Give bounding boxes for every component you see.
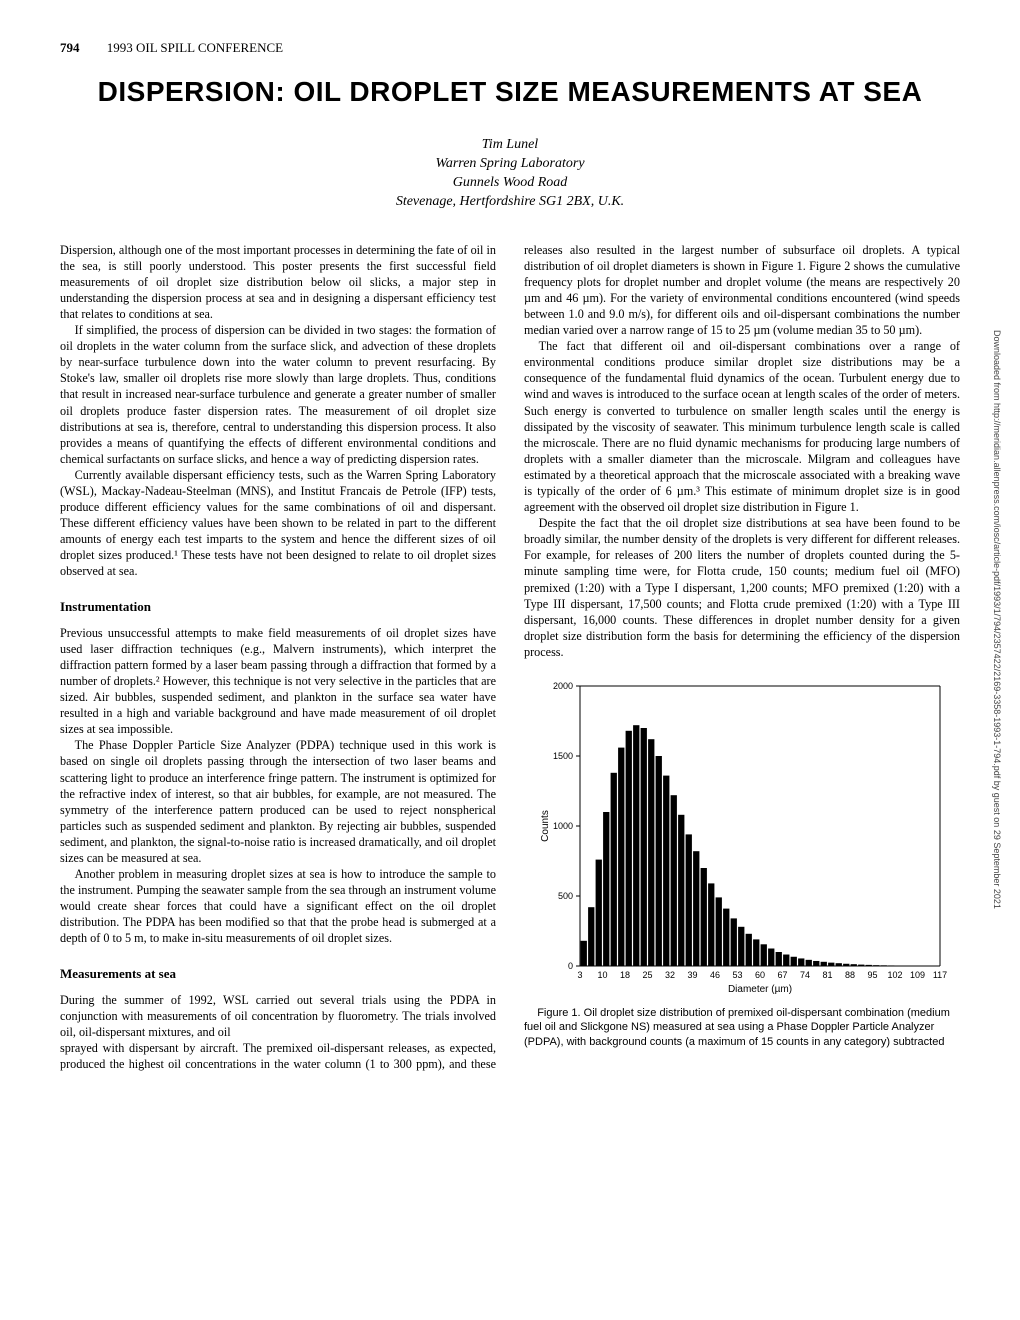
svg-text:10: 10 [597, 970, 607, 980]
svg-text:0: 0 [568, 961, 573, 971]
body-paragraph: Another problem in measuring droplet siz… [60, 866, 496, 946]
body-paragraph: The fact that different oil and oil-disp… [524, 338, 960, 515]
svg-text:3: 3 [577, 970, 582, 980]
paper-title: DISPERSION: OIL DROPLET SIZE MEASUREMENT… [60, 76, 960, 108]
svg-text:95: 95 [867, 970, 877, 980]
body-columns: Dispersion, although one of the most imp… [60, 242, 960, 1073]
figure-1-chart: 0 500 1000 1500 2000 Counts 3 10 18 25 32 39 46 53 60 6… [534, 676, 950, 1000]
running-header: 794 1993 OIL SPILL CONFERENCE [60, 40, 960, 56]
affiliation-line: Gunnels Wood Road [60, 174, 960, 193]
figure-1: 0 500 1000 1500 2000 Counts 3 10 18 25 32 39 46 53 60 6… [524, 676, 960, 1049]
svg-text:18: 18 [620, 970, 630, 980]
section-heading: Measurements at sea [60, 965, 496, 982]
svg-text:74: 74 [800, 970, 810, 980]
svg-text:39: 39 [687, 970, 697, 980]
affiliation-line: Stevenage, Hertfordshire SG1 2BX, U.K. [60, 193, 960, 212]
svg-text:25: 25 [642, 970, 652, 980]
page-number: 794 [60, 40, 80, 55]
byline-block: Tim Lunel Warren Spring Laboratory Gunne… [60, 136, 960, 212]
svg-text:500: 500 [558, 891, 573, 901]
affiliation-line: Warren Spring Laboratory [60, 155, 960, 174]
svg-text:46: 46 [710, 970, 720, 980]
body-paragraph: Despite the fact that the oil droplet si… [524, 515, 960, 660]
conference-name: 1993 OIL SPILL CONFERENCE [107, 40, 283, 55]
svg-text:53: 53 [732, 970, 742, 980]
svg-text:Diameter (µm): Diameter (µm) [728, 984, 792, 995]
svg-text:1500: 1500 [553, 751, 573, 761]
body-paragraph: Currently available dispersant efficienc… [60, 467, 496, 580]
svg-text:109: 109 [910, 970, 925, 980]
body-paragraph: If simplified, the process of dispersion… [60, 322, 496, 467]
svg-text:32: 32 [665, 970, 675, 980]
svg-text:102: 102 [887, 970, 902, 980]
svg-text:Counts: Counts [540, 810, 551, 842]
svg-text:117: 117 [933, 970, 947, 980]
svg-text:1000: 1000 [553, 821, 573, 831]
body-paragraph: Dispersion, although one of the most imp… [60, 242, 496, 322]
author-name: Tim Lunel [60, 136, 960, 155]
body-paragraph: Previous unsuccessful attempts to make f… [60, 625, 496, 738]
svg-text:60: 60 [755, 970, 765, 980]
figure-1-caption: Figure 1. Oil droplet size distribution … [524, 1006, 960, 1049]
download-watermark: Downloaded from http://meridian.allenpre… [988, 330, 1002, 1050]
svg-text:88: 88 [845, 970, 855, 980]
section-heading: Instrumentation [60, 598, 496, 615]
svg-text:67: 67 [777, 970, 787, 980]
svg-text:2000: 2000 [553, 681, 573, 691]
svg-text:81: 81 [822, 970, 832, 980]
body-paragraph: During the summer of 1992, WSL carried o… [60, 992, 496, 1040]
body-paragraph: The Phase Doppler Particle Size Analyzer… [60, 737, 496, 866]
